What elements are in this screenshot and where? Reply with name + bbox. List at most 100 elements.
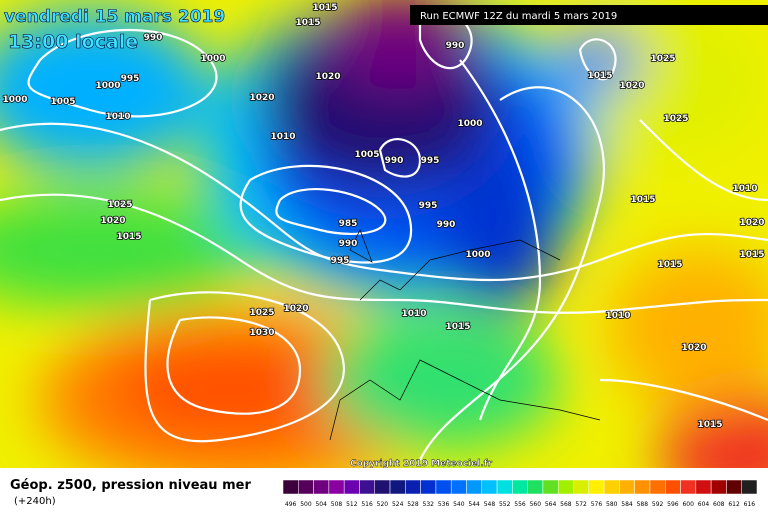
colorbar-swatch bbox=[695, 479, 712, 495]
isobar-label: 1025 bbox=[650, 54, 675, 64]
isobar-label: 1020 bbox=[739, 218, 764, 228]
isobar-label: 1000 bbox=[465, 250, 490, 260]
colorbar-label: 552 bbox=[499, 501, 511, 508]
colorbar-label: 592 bbox=[652, 501, 664, 508]
colorbar-swatch bbox=[557, 479, 574, 495]
colorbar-label: 524 bbox=[392, 501, 404, 508]
colorbar-label: 564 bbox=[545, 501, 557, 508]
run-box bbox=[410, 5, 768, 25]
colorbar-swatch bbox=[389, 479, 406, 495]
isobar-label: 1015 bbox=[116, 232, 141, 242]
colorbar-label: 560 bbox=[530, 501, 542, 508]
colorbar-label: 608 bbox=[713, 501, 725, 508]
isobar-label: 1010 bbox=[270, 132, 295, 142]
colorbar-label: 540 bbox=[453, 501, 465, 508]
isobar-label: 1015 bbox=[312, 3, 337, 13]
isobar-label: 1025 bbox=[663, 114, 688, 124]
colorbar-label: 536 bbox=[438, 501, 450, 508]
colorbar-swatch bbox=[420, 479, 437, 495]
colorbar-swatch bbox=[710, 479, 727, 495]
colorbar-swatch bbox=[313, 479, 330, 495]
isobar-label: 1020 bbox=[249, 93, 274, 103]
colorbar-label: 612 bbox=[728, 501, 740, 508]
isobar-label: 995 bbox=[421, 156, 440, 166]
isobar-label: 1005 bbox=[354, 150, 379, 160]
date-text: vendredi 15 mars 2019 bbox=[4, 7, 225, 27]
isobar-label: 1000 bbox=[2, 95, 27, 105]
isobar-label: 1015 bbox=[445, 322, 470, 332]
isobar-label: 1015 bbox=[295, 18, 320, 28]
colorbar-swatch bbox=[588, 479, 605, 495]
colorbar-label: 596 bbox=[667, 501, 679, 508]
isobar-label: 1025 bbox=[107, 200, 132, 210]
colorbar-swatch bbox=[298, 479, 314, 495]
colorbar-label: 556 bbox=[514, 501, 526, 508]
colorbar-swatch bbox=[527, 479, 544, 495]
colorbar-label: 512 bbox=[346, 501, 358, 508]
colorbar-label: 600 bbox=[682, 501, 694, 508]
colorbar-label: 500 bbox=[300, 501, 312, 508]
isobar-label: 1000 bbox=[95, 81, 120, 91]
colorbar-swatch bbox=[466, 479, 483, 495]
colorbar-label: 580 bbox=[606, 501, 618, 508]
isobar-label: 995 bbox=[331, 256, 350, 266]
isobar-label: 1005 bbox=[50, 97, 75, 107]
isobar-label: 990 bbox=[339, 239, 358, 249]
colorbar-swatch bbox=[512, 479, 528, 495]
footer-lead: (+240h) bbox=[14, 496, 56, 507]
colorbar-label: 576 bbox=[591, 501, 603, 508]
isobar-label: 1010 bbox=[732, 184, 757, 194]
colorbar-label: 496 bbox=[285, 501, 297, 508]
colorbar-swatch bbox=[328, 479, 345, 495]
isobar-label: 1010 bbox=[401, 309, 426, 319]
colorbar-swatch bbox=[450, 479, 467, 495]
colorbar-label: 616 bbox=[744, 501, 756, 508]
isobar-label: 1015 bbox=[587, 71, 612, 81]
colorbar-label: 548 bbox=[484, 501, 496, 508]
colorbar-label: 604 bbox=[698, 501, 710, 508]
isobar-label: 990 bbox=[385, 156, 404, 166]
colorbar-swatch bbox=[435, 479, 452, 495]
colorbar-swatch bbox=[603, 479, 620, 495]
colorbar-swatch bbox=[405, 479, 421, 495]
colorbar-label: 504 bbox=[315, 501, 327, 508]
colorbar-swatch bbox=[573, 479, 590, 495]
colorbar-label: 584 bbox=[621, 501, 633, 508]
run-text: Run ECMWF 12Z du mardi 5 mars 2019 bbox=[420, 11, 617, 22]
isobar-label: 1020 bbox=[100, 216, 125, 226]
colorbar-label: 520 bbox=[377, 501, 389, 508]
isobar-label: 1015 bbox=[630, 195, 655, 205]
isobar-label: 1030 bbox=[249, 328, 274, 338]
isobar-label: 990 bbox=[144, 33, 163, 43]
isobar-label: 1020 bbox=[619, 81, 644, 91]
isobar-label: 995 bbox=[121, 74, 140, 84]
colorbar-swatch bbox=[726, 479, 742, 495]
isobar-label: 1025 bbox=[249, 308, 274, 318]
isobar-label: 985 bbox=[339, 219, 358, 229]
colorbar-label: 588 bbox=[637, 501, 649, 508]
colorbar-label: 532 bbox=[423, 501, 435, 508]
footer-title: Géop. z500, pression niveau mer bbox=[10, 478, 251, 493]
colorbar-swatch bbox=[649, 479, 666, 495]
isobar-label: 995 bbox=[419, 201, 438, 211]
isobar-label: 1010 bbox=[605, 311, 630, 321]
colorbar-swatch bbox=[665, 479, 681, 495]
time-text: 13:00 locale bbox=[8, 31, 138, 53]
colorbar-label: 544 bbox=[468, 501, 480, 508]
copyright: Copyright 2019 Meteociel.fr bbox=[350, 459, 493, 469]
isobar-label: 1000 bbox=[200, 54, 225, 64]
isobar-label: 1015 bbox=[657, 260, 682, 270]
colorbar-label: 528 bbox=[407, 501, 419, 508]
isobar-label: 1015 bbox=[739, 250, 764, 260]
colorbar-label: 508 bbox=[331, 501, 343, 508]
colorbar-label: 572 bbox=[575, 501, 587, 508]
colorbar-swatch bbox=[496, 479, 513, 495]
isobar-label: 1020 bbox=[315, 72, 340, 82]
colorbar-swatch bbox=[374, 479, 391, 495]
isobar-label: 990 bbox=[437, 220, 456, 230]
isobar-label: 1000 bbox=[457, 119, 482, 129]
colorbar-swatch bbox=[542, 479, 559, 495]
isobar-label: 1020 bbox=[283, 304, 308, 314]
